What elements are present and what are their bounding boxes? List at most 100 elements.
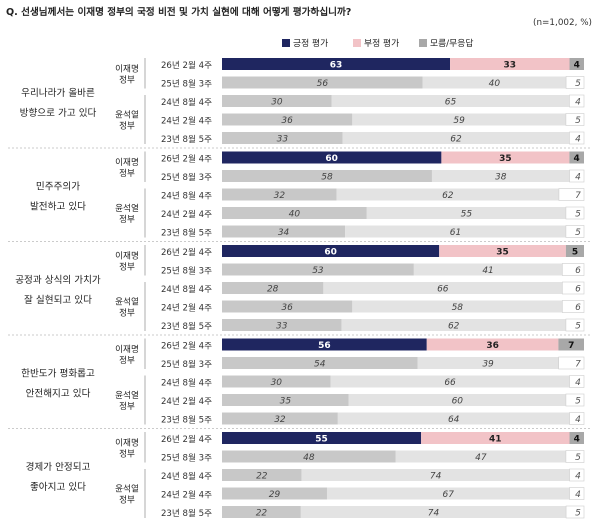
value-label-negative: 61 <box>450 228 461 238</box>
value-label-dontknow: 4 <box>574 61 580 71</box>
bar-negative <box>300 506 567 518</box>
value-label-dontknow: 7 <box>575 360 581 370</box>
row-date-label: 24년 8월 4주 <box>161 377 212 389</box>
value-label-dontknow: 6 <box>575 266 581 276</box>
value-label-positive: 36 <box>281 116 293 126</box>
row-date-label: 26년 2월 4주 <box>161 246 212 258</box>
value-label-negative: 66 <box>444 378 456 388</box>
value-label-positive: 22 <box>256 509 268 519</box>
value-label-dontknow: 4 <box>575 415 581 425</box>
bar-negative <box>342 132 570 144</box>
group-label-yoon: 정부 <box>119 308 135 319</box>
value-label-dontknow: 4 <box>575 98 581 108</box>
row-date-label: 23년 8월 5주 <box>161 227 212 239</box>
row-date-label: 24년 2월 4주 <box>161 208 212 220</box>
sample-size-note: (n=1,002, %) <box>533 18 592 28</box>
bar-negative <box>326 487 570 500</box>
bar-dontknow <box>561 263 585 276</box>
value-label-negative: 62 <box>442 191 454 201</box>
bar-negative <box>341 319 566 331</box>
bar-negative <box>450 58 570 70</box>
bar-dontknow <box>558 188 585 201</box>
value-label-dontknow: 5 <box>575 116 581 126</box>
legend: 긍정 평가 부정 평가 모름/무응답 <box>0 36 600 50</box>
group-label-lee: 이재명 <box>115 344 139 355</box>
group-label-lee: 이재명 <box>115 157 139 168</box>
bar-dontknow <box>565 76 585 89</box>
value-label-positive: 29 <box>269 490 281 500</box>
value-label-negative: 40 <box>489 79 501 89</box>
value-label-dontknow: 5 <box>575 210 581 220</box>
value-label-dontknow: 4 <box>575 490 581 500</box>
bar-dontknow <box>565 245 584 257</box>
value-label-positive: 33 <box>277 135 289 145</box>
value-label-dontknow: 4 <box>575 135 581 145</box>
value-label-negative: 33 <box>504 61 517 71</box>
value-label-positive: 22 <box>256 472 268 482</box>
row-date-label: 26년 2월 4주 <box>161 340 212 352</box>
value-label-negative: 74 <box>430 472 442 482</box>
bar-dontknow <box>569 468 585 482</box>
value-label-dontknow: 4 <box>575 472 581 482</box>
value-label-dontknow: 4 <box>575 378 581 388</box>
bar-dontknow <box>565 113 585 126</box>
value-label-positive: 60 <box>325 154 338 164</box>
row-date-label: 24년 2월 4주 <box>161 489 212 501</box>
value-label-negative: 67 <box>443 490 455 500</box>
bar-positive <box>222 58 451 70</box>
bar-positive <box>222 338 427 351</box>
value-label-dontknow: 5 <box>575 79 581 89</box>
value-label-positive: 36 <box>281 303 293 313</box>
row-date-label: 24년 8월 4주 <box>161 190 212 202</box>
bar-positive <box>222 450 396 463</box>
value-label-negative: 58 <box>452 303 464 313</box>
group-label-lee: 정부 <box>119 74 135 85</box>
row-date-label: 26년 2월 4주 <box>161 433 212 445</box>
value-label-positive: 32 <box>274 415 286 425</box>
row-date-label: 25년 8월 3주 <box>161 78 212 90</box>
bar-positive <box>222 95 332 107</box>
bar-dontknow <box>565 450 585 463</box>
value-label-negative: 38 <box>495 173 507 183</box>
bar-dontknow <box>558 338 584 351</box>
value-label-negative: 74 <box>428 509 440 519</box>
question-label: 좋아지고 있다 <box>30 481 86 493</box>
value-label-positive: 56 <box>317 79 329 89</box>
group-label-lee: 정부 <box>119 448 135 459</box>
value-label-dontknow: 6 <box>575 303 581 313</box>
row-date-label: 26년 2월 4주 <box>161 59 212 71</box>
group-label-yoon: 윤석열 <box>115 390 139 401</box>
value-label-positive: 53 <box>312 266 324 276</box>
bar-positive <box>222 151 442 164</box>
bar-positive <box>222 432 422 444</box>
bar-positive <box>222 412 338 425</box>
bar-positive <box>222 375 331 388</box>
bar-dontknow <box>565 505 585 519</box>
bar-positive <box>222 225 346 238</box>
value-label-positive: 58 <box>321 173 333 183</box>
value-label-dontknow: 5 <box>575 509 581 519</box>
group-label-lee: 정부 <box>119 355 135 366</box>
question-label: 우리나라가 올바른 <box>21 88 95 99</box>
value-label-positive: 30 <box>271 378 283 388</box>
value-label-negative: 64 <box>448 415 460 425</box>
value-label-positive: 40 <box>289 210 301 220</box>
bar-dontknow <box>569 169 585 183</box>
bar-negative <box>417 357 559 369</box>
row-date-label: 24년 2월 4주 <box>161 395 212 407</box>
bar-positive <box>222 170 432 182</box>
group-label-lee: 이재명 <box>115 63 139 74</box>
value-label-negative: 36 <box>486 341 499 351</box>
legend-swatch-negative <box>353 38 361 47</box>
value-label-dontknow: 5 <box>575 397 581 407</box>
bar-negative <box>352 300 563 313</box>
bar-dontknow <box>569 151 584 164</box>
value-label-dontknow: 5 <box>575 322 581 332</box>
legend-swatch-positive <box>282 38 290 47</box>
bar-positive <box>222 357 418 369</box>
value-label-negative: 35 <box>499 154 512 164</box>
value-label-positive: 55 <box>315 435 328 445</box>
question-label: 안전해지고 있다 <box>26 388 91 400</box>
legend-item-negative: 부정 평가 <box>353 36 399 49</box>
